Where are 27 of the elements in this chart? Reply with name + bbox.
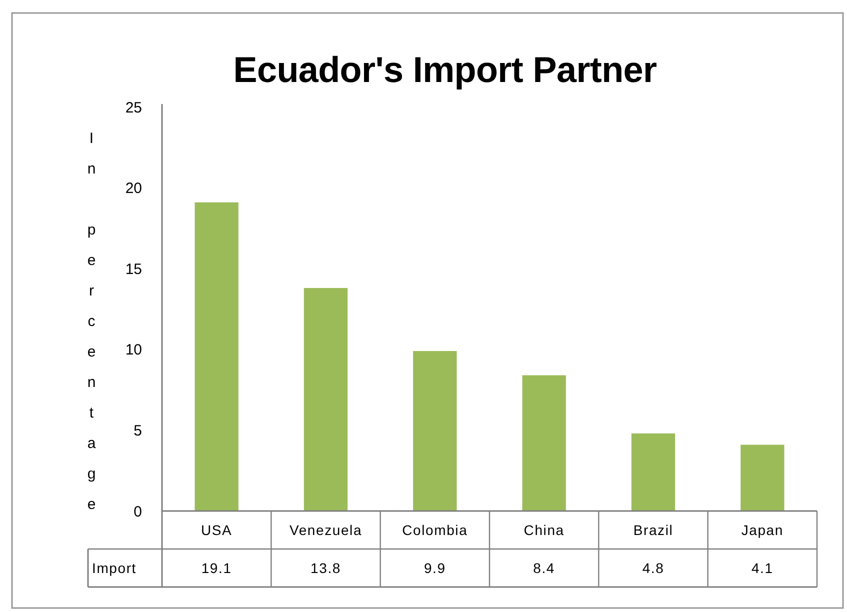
x-tick-label: Colombia: [402, 522, 468, 538]
x-tick-label: Brazil: [633, 522, 674, 538]
y-tick-label: 20: [125, 180, 142, 198]
y-tick-label: 10: [125, 342, 142, 359]
y-tick-label: 15: [125, 260, 142, 278]
data-label: 4.8: [642, 560, 664, 576]
bar: [413, 351, 457, 511]
data-label: 13.8: [310, 560, 341, 576]
bar: [740, 444, 784, 511]
x-tick-label: China: [524, 522, 564, 538]
bar: [631, 433, 676, 511]
y-tick-label: 25: [125, 99, 142, 116]
bar: [304, 288, 348, 511]
data-label: 19.1: [201, 560, 232, 576]
bar: [194, 202, 238, 511]
data-label: 9.9: [424, 560, 446, 576]
y-tick-label: 5: [134, 422, 142, 440]
x-tick-label: USA: [200, 522, 232, 538]
y-tick-label: 0: [134, 503, 142, 520]
y-axis-title: In percentage: [83, 130, 100, 526]
text: Import: [92, 560, 136, 576]
data-label: 8.4: [533, 560, 556, 576]
bar: [522, 375, 566, 511]
chart-title: Ecuador's Import Partner: [233, 49, 658, 90]
x-tick-label: Venezuela: [289, 522, 362, 538]
data-label: 4.1: [751, 560, 774, 576]
x-tick-label: Japan: [741, 522, 784, 538]
